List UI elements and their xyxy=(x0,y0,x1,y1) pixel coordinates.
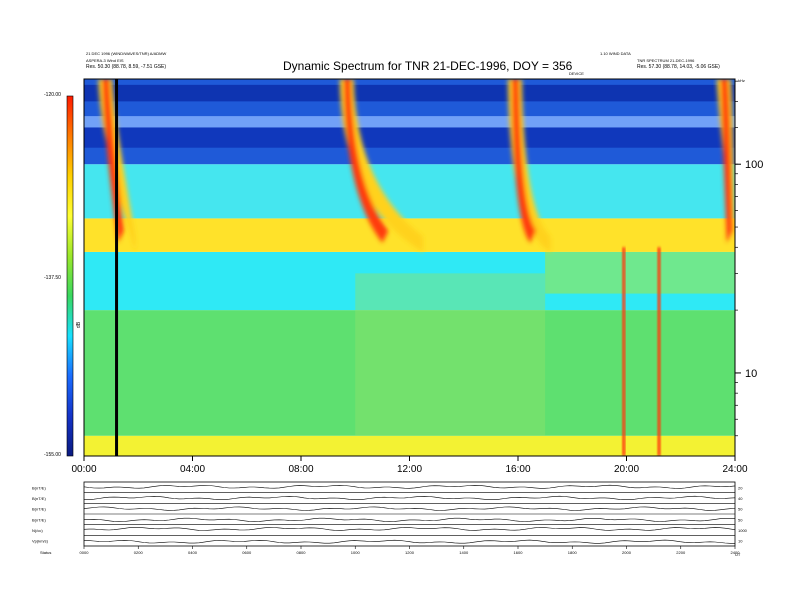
x-tick-label: 12:00 xyxy=(397,464,422,475)
series-right-label: 40 xyxy=(738,496,743,501)
series-line xyxy=(83,506,736,511)
band-background_low xyxy=(84,435,735,456)
lower-x-tick-label: 0200 xyxy=(134,550,144,555)
header-left-line1: 21 DEC 1996 (WIND/WAVES/TNR) A/ADMW xyxy=(86,51,167,56)
lower-x-tick-label: 2400 xyxy=(731,550,741,555)
y-tick-label: 10 xyxy=(745,368,757,380)
series-line xyxy=(83,484,736,489)
series-name: N(/cc) xyxy=(32,528,43,533)
lower-x-tick-label: 1000 xyxy=(351,550,361,555)
burst xyxy=(507,79,551,252)
lower-x-tick-label: 0000 xyxy=(80,550,90,555)
upper-stripe xyxy=(84,127,735,148)
series-line xyxy=(83,539,735,544)
colorbar xyxy=(66,95,74,457)
burst xyxy=(716,79,735,252)
x-tick-label: 00:00 xyxy=(71,464,96,475)
footer-left: Status xyxy=(40,550,51,555)
freq-unit-label: kHz xyxy=(738,78,745,83)
series-line xyxy=(84,495,736,500)
series-name: B(nT/E) xyxy=(32,496,46,501)
series-right-label: 50 xyxy=(738,507,743,512)
band-quiet_green xyxy=(84,310,735,436)
upper-stripe xyxy=(84,116,735,128)
header-right-line1: 1.10 WIND DATA xyxy=(600,51,631,56)
series-right-label: 1000 xyxy=(738,528,748,533)
series-right-label: 50 xyxy=(738,517,743,522)
lower-x-tick-label: 1800 xyxy=(568,550,578,555)
series-name: B(nT/E) xyxy=(32,507,46,512)
chart-title: Dynamic Spectrum for TNR 21-DEC-1996, DO… xyxy=(283,59,573,73)
header-left-line3: Res. 50.30 (88.78, 8.59, -7.51 GSE) xyxy=(86,64,167,70)
series-line xyxy=(83,527,736,531)
burst xyxy=(339,79,424,252)
y-tick-label: 100 xyxy=(745,159,763,171)
lower-x-tick-label: 1200 xyxy=(405,550,415,555)
band-upper_cyan xyxy=(84,164,735,219)
quiet-region-mid xyxy=(355,273,546,436)
series-line xyxy=(83,517,736,522)
colorbar-bottom-label: -155.00 xyxy=(44,452,61,458)
header-right-line3: Res. 57.30 (88.78, 14.03, -5.06 GSE) xyxy=(637,64,720,70)
footer-unit: UT xyxy=(735,552,741,557)
upper-stripe xyxy=(84,84,735,102)
series-name: B(nT/E) xyxy=(32,517,46,522)
marker-line xyxy=(115,79,119,456)
lower-x-tick-label: 2000 xyxy=(622,550,632,555)
lower-x-tick-label: 2200 xyxy=(676,550,686,555)
heatmap-plot xyxy=(84,79,735,456)
spike xyxy=(657,247,661,456)
colorbar-top-label: -120.00 xyxy=(44,92,61,98)
spike xyxy=(622,247,626,456)
series-right-label: 20 xyxy=(738,485,743,490)
x-tick-label: 04:00 xyxy=(180,464,205,475)
header-left-line2: ASPERA-3 Wind EIS xyxy=(86,58,124,63)
lower-x-tick-label: 0800 xyxy=(297,550,307,555)
series-name: B(nT/E) xyxy=(32,485,46,490)
header-right-line2: TNR SPECTRUM 21-DEC-1996 xyxy=(637,58,695,63)
series-right-label: 10 xyxy=(738,539,743,544)
lower-x-tick-label: 0600 xyxy=(242,550,252,555)
marker-label: DEVICE xyxy=(569,71,584,76)
colorbar-mid-label: -137.50 xyxy=(44,275,61,281)
lower-x-tick-label: 1600 xyxy=(514,550,524,555)
series-name: Vp(km/s) xyxy=(32,539,49,544)
lower-x-tick-label: 1400 xyxy=(459,550,469,555)
x-tick-label: 08:00 xyxy=(288,464,313,475)
x-tick-label: 20:00 xyxy=(614,464,639,475)
plasma-line-late xyxy=(545,251,735,294)
x-tick-label: 24:00 xyxy=(722,464,747,475)
x-tick-label: 16:00 xyxy=(505,464,530,475)
lower-x-tick-label: 0400 xyxy=(188,550,198,555)
